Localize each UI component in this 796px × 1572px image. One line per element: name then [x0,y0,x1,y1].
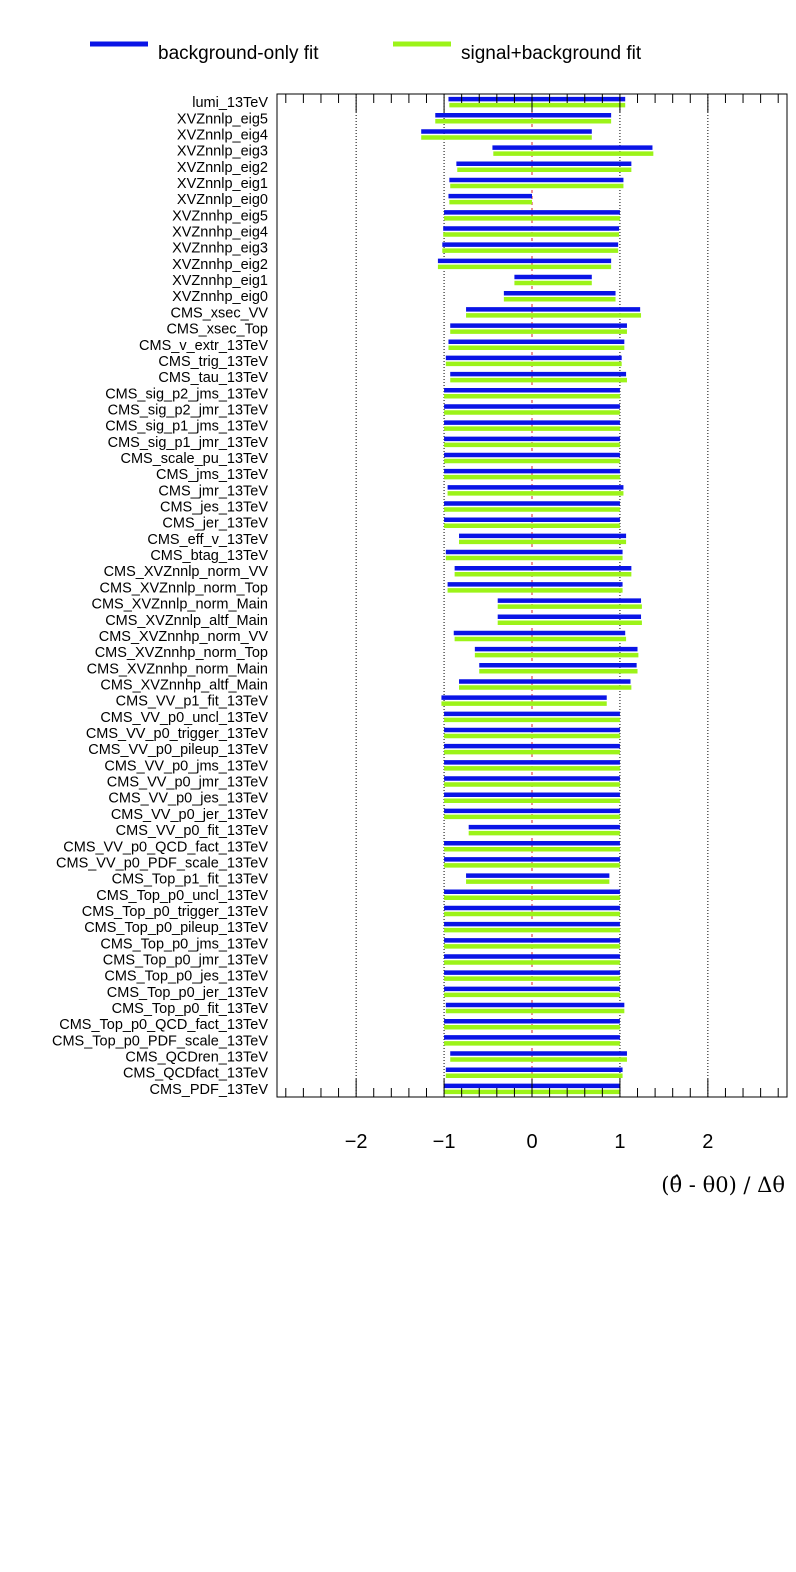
parameter-label: CMS_Top_p0_jer_13TeV [107,985,269,1001]
legend-signal-plus-background-label: signal+background fit [461,43,642,64]
parameter-label: XVZnnhp_eig3 [172,241,268,257]
parameter-label: CMS_sig_p1_jmr_13TeV [108,435,269,451]
parameter-label: CMS_Top_p0_jms_13TeV [100,936,268,952]
parameter-label: XVZnnhp_eig5 [172,208,268,224]
parameter-label: CMS_Top_p0_fit_13TeV [112,1001,269,1017]
parameter-label: CMS_jer_13TeV [162,516,268,532]
parameter-label: CMS_VV_p0_jmr_13TeV [107,775,269,791]
parameter-label: XVZnnhp_eig2 [172,257,268,273]
parameter-label: CMS_trig_13TeV [158,354,268,370]
parameter-label: CMS_scale_pu_13TeV [120,451,268,467]
parameter-label: CMS_XVZnnlp_altf_Main [105,613,268,629]
parameter-label: CMS_VV_p0_trigger_13TeV [86,726,268,742]
parameter-label: CMS_XVZnnhp_norm_Top [95,645,268,661]
legend: background-only fit signal+background fi… [90,43,642,64]
parameter-label: CMS_VV_p0_QCD_fact_13TeV [63,839,268,855]
x-tick-label: 1 [614,1131,625,1153]
parameter-label: CMS_sig_p2_jmr_13TeV [108,402,269,418]
parameter-label: CMS_Top_p0_PDF_scale_13TeV [52,1033,268,1049]
parameter-label: XVZnnlp_eig5 [177,111,268,127]
parameter-label: CMS_btag_13TeV [150,548,268,564]
x-tick-label: 2 [702,1131,713,1153]
parameter-label: CMS_tau_13TeV [158,370,268,386]
parameter-label: CMS_VV_p0_jer_13TeV [111,807,269,823]
parameter-label: lumi_13TeV [192,95,268,111]
parameter-label: CMS_Top_p1_fit_13TeV [112,872,269,888]
parameter-label: CMS_XVZnnhp_altf_Main [100,677,268,693]
parameter-label: CMS_xsec_VV [170,305,268,321]
parameter-label: CMS_QCDfact_13TeV [123,1066,268,1082]
parameter-label: CMS_PDF_13TeV [150,1082,269,1098]
parameter-label: CMS_VV_p0_jms_13TeV [104,758,268,774]
parameter-label: CMS_XVZnnlp_norm_Main [92,597,269,613]
parameter-label: CMS_jms_13TeV [156,467,268,483]
parameter-label: CMS_XVZnnlp_norm_Top [100,580,268,596]
parameter-label: CMS_Top_p0_jes_13TeV [104,969,268,985]
parameter-labels: lumi_13TeVXVZnnlp_eig5XVZnnlp_eig4XVZnnl… [52,95,268,1098]
parameter-label: XVZnnlp_eig0 [177,192,268,208]
parameter-label: CMS_sig_p2_jms_13TeV [105,386,268,402]
parameter-label: CMS_VV_p0_jes_13TeV [108,791,268,807]
parameter-label: CMS_XVZnnhp_norm_VV [99,629,269,645]
parameter-label: CMS_VV_p0_pileup_13TeV [88,742,268,758]
parameter-label: CMS_eff_v_13TeV [147,532,268,548]
parameter-label: CMS_VV_p0_PDF_scale_13TeV [56,855,268,871]
parameter-label: CMS_Top_p0_QCD_fact_13TeV [59,1017,268,1033]
x-axis: −2 −1 0 1 2 (θ̂ - θ0) / Δθ [345,1131,785,1197]
parameter-label: CMS_VV_p0_uncl_13TeV [100,710,268,726]
parameter-label: CMS_sig_p1_jms_13TeV [105,419,268,435]
parameter-label: XVZnnhp_eig0 [172,289,268,305]
parameter-label: CMS_XVZnnhp_norm_Main [87,661,268,677]
parameter-label: CMS_Top_p0_pileup_13TeV [84,920,268,936]
legend-background-only-label: background-only fit [158,43,319,64]
parameter-label: CMS_Top_p0_trigger_13TeV [82,904,269,920]
parameter-label: CMS_XVZnnlp_norm_VV [104,564,269,580]
parameter-label: CMS_Top_p0_jmr_13TeV [103,952,269,968]
parameter-label: CMS_QCDren_13TeV [125,1050,268,1066]
x-tick-label: −1 [433,1131,456,1153]
parameter-label: CMS_v_extr_13TeV [139,338,268,354]
pull-bars [421,99,653,1092]
parameter-label: CMS_VV_p1_fit_13TeV [116,694,269,710]
parameter-label: XVZnnhp_eig4 [172,225,268,241]
parameter-label: CMS_xsec_Top [166,322,268,338]
parameter-label: XVZnnhp_eig1 [172,273,268,289]
parameter-label: XVZnnlp_eig3 [177,144,268,160]
x-tick-label: 0 [526,1131,537,1153]
parameter-label: CMS_Top_p0_uncl_13TeV [96,888,268,904]
parameter-label: XVZnnlp_eig4 [177,127,268,143]
x-axis-title: (θ̂ - θ0) / Δθ [661,1173,785,1197]
parameter-label: CMS_jmr_13TeV [158,483,268,499]
parameter-label: XVZnnlp_eig1 [177,176,268,192]
x-tick-label: −2 [345,1131,368,1153]
parameter-label: XVZnnlp_eig2 [177,160,268,176]
parameter-label: CMS_VV_p0_fit_13TeV [116,823,269,839]
parameter-label: CMS_jes_13TeV [160,500,268,516]
